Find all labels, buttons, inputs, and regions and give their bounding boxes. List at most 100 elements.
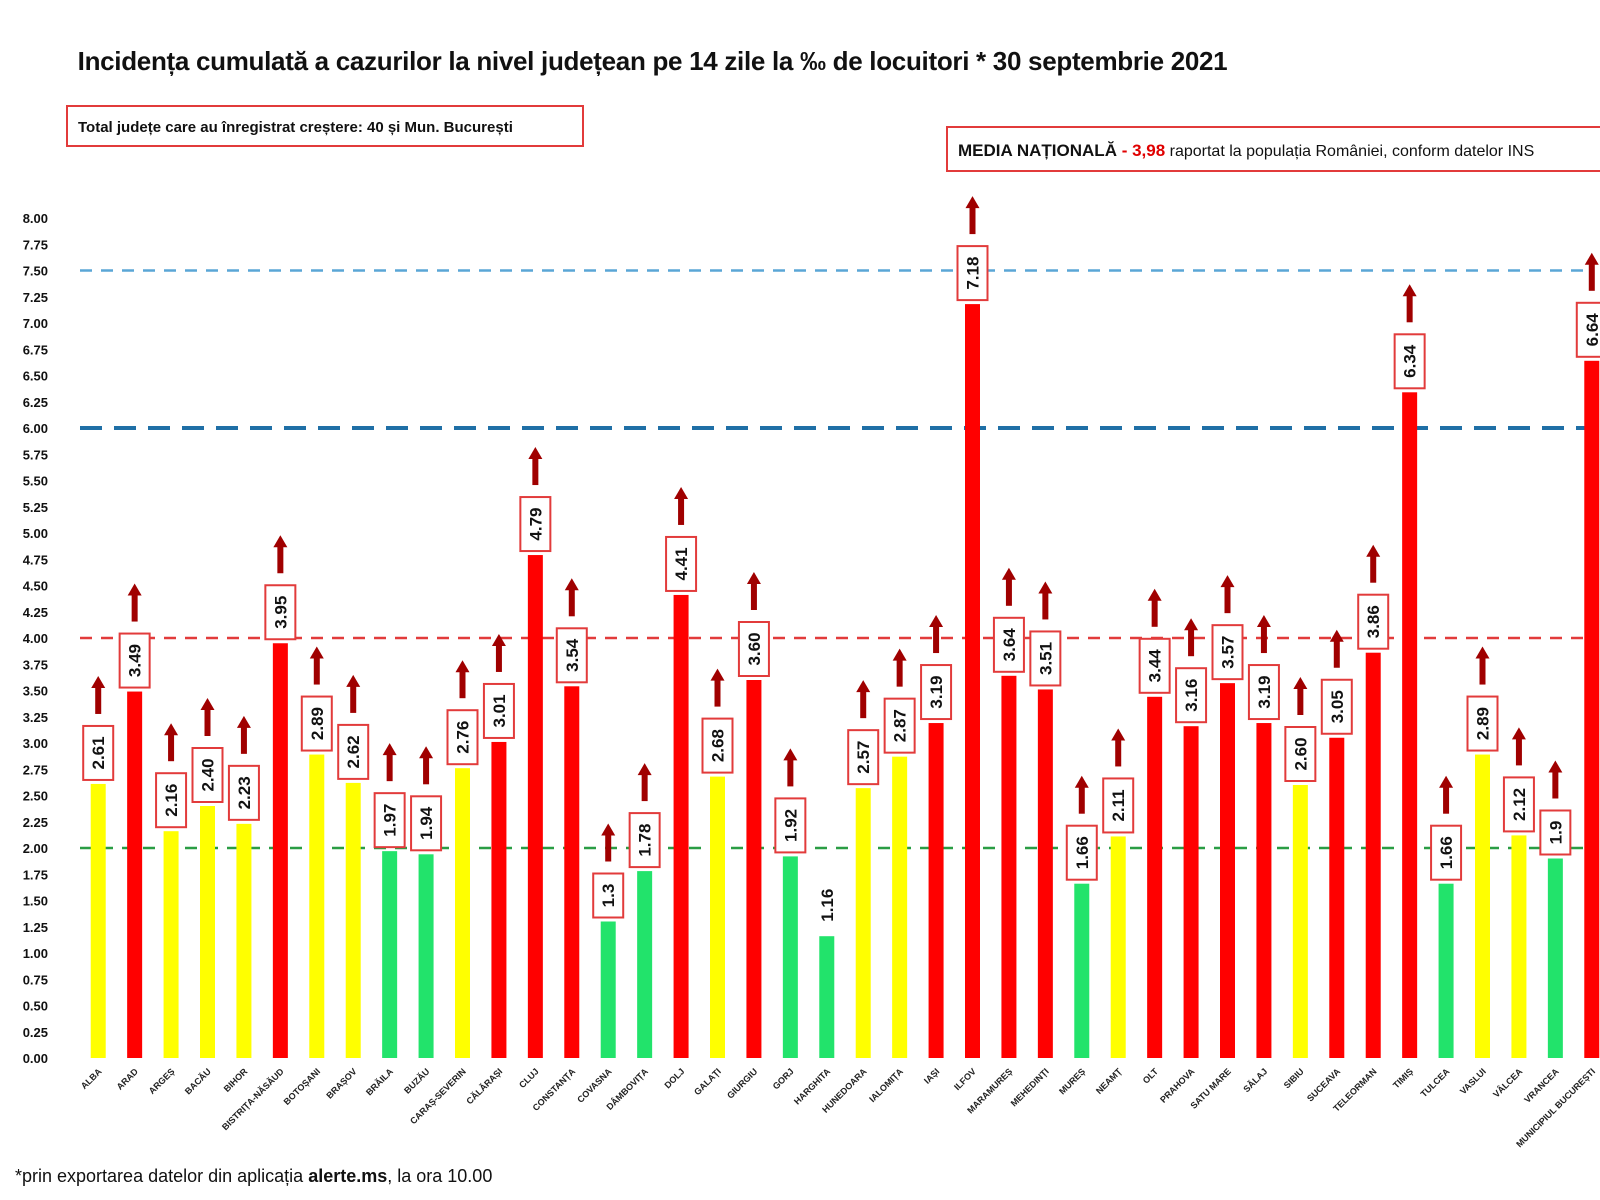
bar — [782, 856, 798, 1058]
y-tick-label: 8.00 — [23, 211, 48, 226]
arrow-shaft — [1260, 626, 1267, 654]
y-tick-label: 3.25 — [23, 710, 48, 725]
data-label-box — [1466, 695, 1499, 752]
data-label-text: 1.66 — [1073, 836, 1092, 869]
national-average-value: 3,98 — [1132, 141, 1166, 160]
data-label-box — [1175, 667, 1208, 724]
data-label-text: 1.94 — [417, 806, 436, 840]
increase-arrow-icon — [455, 660, 470, 699]
data-label-text: 4.41 — [672, 547, 691, 580]
data-label-box — [227, 764, 260, 821]
increase-arrow-icon — [1111, 728, 1126, 767]
bar — [236, 823, 252, 1058]
arrow-shaft — [1151, 599, 1158, 627]
data-label-text: 3.16 — [1182, 679, 1201, 712]
threshold-lines — [80, 269, 1590, 850]
bar — [819, 936, 835, 1058]
arrow-shaft — [787, 759, 794, 787]
arrow-shaft — [933, 626, 940, 654]
bar — [309, 754, 325, 1058]
data-label-box — [1539, 809, 1572, 856]
total-counties-box: Total județe care au înregistrat creșter… — [66, 105, 584, 147]
increase-arrow-icon — [273, 535, 288, 574]
arrow-head — [1511, 727, 1526, 740]
bar — [564, 686, 580, 1058]
arrow-head — [1584, 252, 1599, 265]
x-tick-label: VRANCEA — [1522, 1066, 1561, 1105]
arrow-shaft — [313, 657, 320, 685]
increase-arrow-icon — [1038, 581, 1053, 620]
bar — [200, 806, 215, 1058]
increase-arrow-icon — [892, 648, 907, 687]
increase-arrow-icon — [637, 763, 652, 802]
arrow-head — [1038, 581, 1053, 594]
arrow-shaft — [1042, 592, 1049, 620]
x-tick-label: BRAȘOV — [324, 1066, 358, 1100]
arrow-head — [200, 698, 215, 710]
y-tick-label: 5.25 — [23, 500, 48, 515]
increase-arrow-icon — [1001, 567, 1016, 606]
data-label: 2.76 — [446, 709, 479, 766]
y-tick-label: 5.75 — [23, 447, 48, 462]
national-average-description: raportat la populația României, conform … — [1165, 143, 1535, 160]
data-label: 2.60 — [1284, 726, 1317, 782]
arrow-shaft — [641, 774, 648, 802]
data-label: 2.87 — [883, 697, 916, 754]
arrow-head — [929, 615, 944, 628]
increase-arrow-icon — [564, 578, 579, 617]
data-label-text: 3.95 — [271, 596, 290, 629]
y-tick-label: 0.00 — [23, 1051, 48, 1066]
y-tick-label: 6.00 — [23, 421, 48, 436]
data-label: 2.62 — [337, 723, 370, 780]
data-label: 2.57 — [847, 729, 880, 786]
arrow-shaft — [131, 594, 138, 622]
data-label-box — [1065, 824, 1098, 881]
data-label-box — [337, 723, 370, 780]
arrow-head — [1475, 646, 1490, 659]
arrow-head — [382, 743, 397, 756]
data-label-text: 3.44 — [1146, 649, 1165, 683]
x-tick-label: ILFOV — [952, 1066, 978, 1092]
arrow-head — [1074, 775, 1089, 788]
data-label-text: 3.51 — [1036, 642, 1055, 675]
bar — [710, 776, 725, 1058]
data-label-text: 1.9 — [1546, 821, 1565, 845]
data-label-box — [1575, 301, 1600, 358]
arrow-shaft — [386, 754, 393, 782]
arrow-head — [1184, 618, 1199, 631]
data-label-box — [592, 872, 625, 919]
arrow-shaft — [1224, 586, 1231, 614]
arrow-head — [236, 715, 251, 728]
data-label-text: 1.97 — [381, 804, 400, 837]
data-label: 2.16 — [155, 772, 188, 829]
x-tick-label: GIURGIU — [725, 1066, 759, 1100]
data-label: 3.54 — [555, 627, 588, 684]
arrow-head — [637, 763, 652, 776]
increase-arrow-icon — [1548, 760, 1563, 799]
data-label-box — [774, 797, 807, 854]
y-tick-label: 5.00 — [23, 526, 48, 541]
data-label-box — [1138, 637, 1171, 694]
arrow-shaft — [1552, 771, 1559, 799]
data-label-text: 3.01 — [490, 694, 509, 727]
data-label-text: 2.23 — [235, 776, 254, 809]
data-label-text: 2.68 — [709, 729, 728, 762]
data-label-box — [956, 245, 989, 302]
increase-arrow-icon — [710, 668, 725, 707]
increase-arrow-icon — [528, 447, 543, 486]
arrow-shaft — [605, 834, 612, 862]
bar — [1220, 683, 1235, 1058]
data-label-box — [628, 812, 661, 869]
data-label: 1.66 — [1430, 824, 1463, 881]
bar — [163, 831, 179, 1058]
y-tick-label: 4.00 — [23, 631, 48, 646]
y-tick-label: 7.75 — [23, 237, 48, 252]
bar — [1365, 652, 1381, 1058]
arrow-head — [164, 723, 179, 736]
increase-arrow-icon — [1366, 544, 1381, 583]
bar — [1147, 696, 1163, 1058]
y-tick-label: 3.75 — [23, 657, 48, 672]
bar — [345, 782, 361, 1058]
data-label: 6.34 — [1393, 333, 1426, 390]
increase-arrow-icon — [491, 633, 506, 672]
